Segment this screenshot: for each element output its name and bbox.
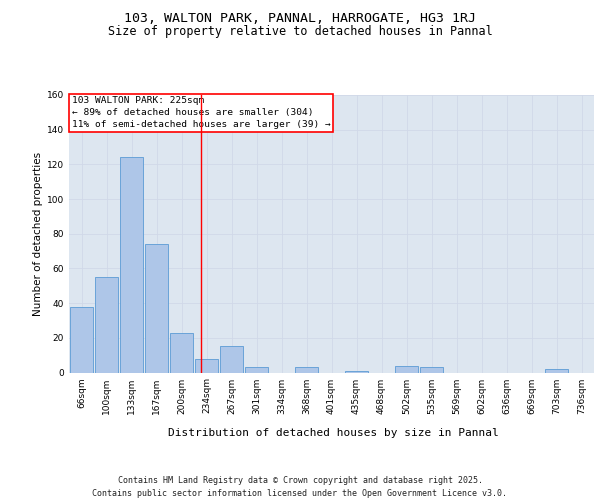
Bar (120, 158, 143, 372)
Bar (345, 371, 368, 372)
Text: 103 WALTON PARK: 225sqm
← 89% of detached houses are smaller (304)
11% of semi-d: 103 WALTON PARK: 225sqm ← 89% of detache… (71, 96, 331, 129)
Bar (70, 306, 93, 372)
Text: 103, WALTON PARK, PANNAL, HARROGATE, HG3 1RJ: 103, WALTON PARK, PANNAL, HARROGATE, HG3… (124, 12, 476, 26)
Text: Contains HM Land Registry data © Crown copyright and database right 2025.
Contai: Contains HM Land Registry data © Crown c… (92, 476, 508, 498)
Bar (395, 366, 418, 372)
Bar (220, 346, 243, 372)
Text: Size of property relative to detached houses in Pannal: Size of property relative to detached ho… (107, 25, 493, 38)
Y-axis label: Number of detached properties: Number of detached properties (33, 152, 43, 316)
Text: Distribution of detached houses by size in Pannal: Distribution of detached houses by size … (167, 428, 499, 438)
Bar (95, 277, 118, 372)
Bar (170, 332, 193, 372)
Bar (245, 368, 268, 372)
Bar (195, 358, 218, 372)
Bar (145, 244, 168, 372)
Bar (545, 369, 568, 372)
Bar (420, 368, 443, 372)
Bar (295, 368, 318, 372)
